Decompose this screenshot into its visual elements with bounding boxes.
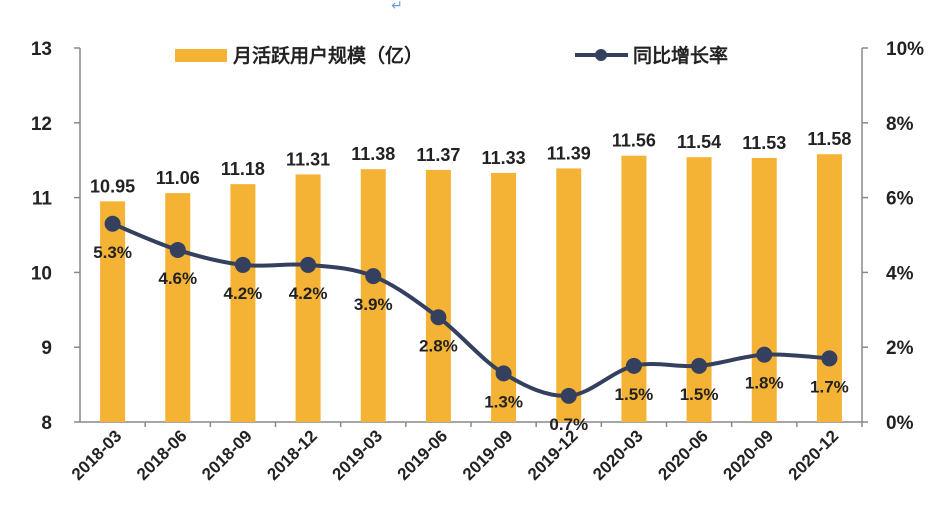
legend-line-marker — [595, 49, 607, 61]
bar-series — [100, 154, 842, 422]
left-tick-label: 10 — [31, 263, 52, 284]
line-point-label: 3.9% — [354, 295, 393, 314]
x-tick-label: 2020-12 — [785, 426, 843, 484]
bar-value-label: 11.37 — [416, 145, 460, 165]
x-tick-label: 2019-09 — [459, 426, 517, 484]
bar — [360, 169, 386, 422]
line-point — [300, 256, 317, 273]
axes — [74, 47, 868, 427]
legend-line-label: 同比增长率 — [633, 44, 728, 67]
bar-value-label: 10.95 — [90, 176, 135, 196]
line-point-label: 1.8% — [745, 374, 784, 393]
bar — [686, 157, 712, 422]
bar-value-label: 11.18 — [221, 159, 265, 179]
right-tick-label: 6% — [886, 189, 914, 210]
bar-value-label: 11.58 — [807, 129, 851, 149]
left-tick-label: 13 — [31, 39, 52, 60]
line-point-label: 0.7% — [549, 415, 588, 434]
line-series — [104, 215, 838, 404]
left-tick-label: 8 — [41, 413, 52, 434]
right-tick-label: 2% — [886, 338, 914, 359]
x-tick-label: 2018-12 — [263, 426, 321, 484]
left-tick-label: 12 — [31, 114, 52, 135]
line-point — [169, 241, 186, 258]
x-tick-label: 2018-06 — [133, 426, 191, 484]
line-point-label: 4.2% — [289, 284, 328, 303]
bar — [621, 155, 647, 422]
line-point-label: 1.3% — [484, 392, 523, 411]
bar — [816, 154, 842, 422]
bar-labels: 10.95 11.06 11.18 11.31 11.38 11.37 11.33 11.39… — [90, 129, 851, 196]
bar — [100, 201, 126, 422]
legend-bar-label: 月活跃用户规模（亿） — [232, 44, 423, 67]
line-point — [234, 256, 251, 273]
bar-value-label: 11.33 — [482, 148, 526, 168]
bar-value-label: 11.38 — [351, 144, 395, 164]
bar-value-label: 11.31 — [286, 149, 330, 169]
line-point-label: 1.5% — [615, 385, 654, 404]
x-tick-label: 2020-06 — [654, 426, 712, 484]
x-tick-label: 2018-09 — [198, 426, 256, 484]
growth-rate-line — [111, 221, 830, 398]
right-tick-label: 8% — [886, 114, 914, 135]
bar — [556, 168, 582, 422]
legend: 月活跃用户规模（亿） 同比增长率 — [175, 44, 728, 67]
line-point-label: 1.7% — [810, 377, 849, 396]
line-point-label: 4.2% — [224, 284, 263, 303]
left-tick-label: 9 — [41, 338, 52, 359]
bar-value-label: 11.54 — [677, 132, 721, 152]
bar-value-label: 11.06 — [156, 168, 200, 188]
bar — [230, 184, 256, 422]
line-point-label: 4.6% — [158, 269, 197, 288]
left-tick-label: 11 — [32, 189, 53, 210]
line-point — [560, 387, 577, 404]
right-tick-label: 10% — [886, 39, 924, 60]
legend-bar-swatch — [175, 49, 227, 62]
line-point-label: 2.8% — [419, 336, 458, 355]
bar-value-label: 11.39 — [547, 143, 591, 163]
line-point — [365, 268, 382, 285]
line-point — [821, 350, 838, 367]
x-tick-label: 2019-03 — [329, 426, 387, 484]
line-point — [756, 346, 773, 363]
return-mark-icon: ↵ — [391, 0, 403, 14]
bar — [491, 172, 517, 422]
line-point — [625, 357, 642, 374]
right-tick-label: 4% — [886, 263, 914, 284]
line-point — [691, 357, 708, 374]
line-point-label: 5.3% — [93, 243, 132, 262]
bar-value-label: 11.53 — [742, 133, 786, 153]
bar — [425, 169, 451, 422]
bar — [751, 157, 777, 422]
line-point — [430, 309, 447, 326]
bar — [295, 174, 321, 422]
x-tick-label: 2020-09 — [720, 426, 778, 484]
x-tick-label: 2019-12 — [524, 426, 582, 484]
bar-value-label: 11.56 — [612, 131, 656, 151]
x-tick-label: 2018-03 — [68, 426, 126, 484]
right-tick-label: 0% — [886, 413, 914, 434]
point-labels: 5.3% 4.6% 4.2% 4.2% 3.9% 2.8% 1.3% 0.7% 1.5% 1.5%… — [93, 243, 849, 434]
x-tick-label: 2019-06 — [394, 426, 452, 484]
line-point — [495, 365, 512, 382]
line-point-label: 1.5% — [680, 385, 719, 404]
bar — [165, 193, 191, 422]
line-point — [104, 215, 121, 232]
x-tick-label: 2020-03 — [589, 426, 647, 484]
